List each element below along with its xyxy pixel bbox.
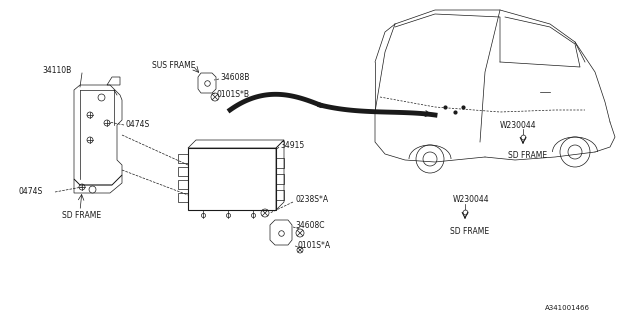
Bar xyxy=(276,158,284,168)
Text: 0474S: 0474S xyxy=(125,119,149,129)
Text: 0474S: 0474S xyxy=(18,188,42,196)
Bar xyxy=(276,190,284,200)
Text: 34608B: 34608B xyxy=(220,73,250,82)
Text: 0101S*A: 0101S*A xyxy=(297,241,330,250)
Text: 0238S*A: 0238S*A xyxy=(295,196,328,204)
Text: SUS FRAME: SUS FRAME xyxy=(152,60,195,69)
Text: 34110B: 34110B xyxy=(42,66,71,75)
Text: SD FRAME: SD FRAME xyxy=(62,211,101,220)
Text: 34915: 34915 xyxy=(280,140,304,149)
Text: A341001466: A341001466 xyxy=(545,305,590,311)
Text: 34608C: 34608C xyxy=(295,220,324,229)
Bar xyxy=(188,148,276,210)
Text: W230044: W230044 xyxy=(500,121,536,130)
Bar xyxy=(178,167,188,176)
Text: SD FRAME: SD FRAME xyxy=(508,150,547,159)
Text: 0101S*B: 0101S*B xyxy=(216,90,249,99)
Bar xyxy=(178,180,188,189)
Text: W230044: W230044 xyxy=(453,196,490,204)
Text: SD FRAME: SD FRAME xyxy=(450,228,489,236)
Bar xyxy=(178,193,188,202)
Bar xyxy=(178,154,188,163)
Bar xyxy=(276,174,284,184)
